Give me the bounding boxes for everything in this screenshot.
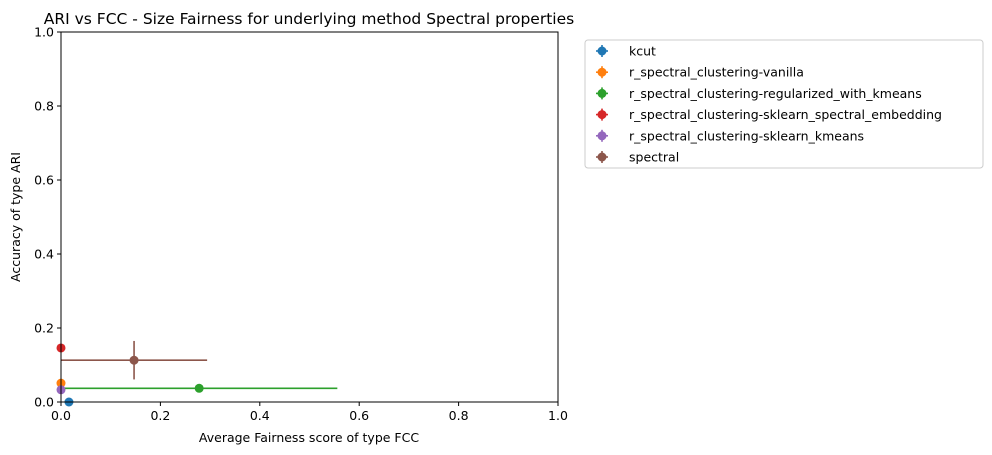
legend-marker bbox=[597, 131, 607, 141]
legend-item: spectral bbox=[596, 150, 679, 165]
y-tick-label: 0.0 bbox=[34, 395, 54, 410]
y-axis: 0.0 0.2 0.4 0.6 0.8 1.0 bbox=[34, 25, 61, 410]
x-tick-label: 0.2 bbox=[150, 408, 170, 423]
x-tick-label: 0.0 bbox=[51, 408, 71, 423]
x-tick-label: 1.0 bbox=[548, 408, 568, 423]
x-axis-label: Average Fairness score of type FCC bbox=[199, 430, 419, 445]
legend-label: kcut bbox=[629, 44, 656, 59]
plot-layer bbox=[56, 340, 338, 407]
y-tick-label: 0.8 bbox=[34, 99, 54, 114]
plot-frame bbox=[60, 31, 559, 403]
y-tick-label: 0.2 bbox=[34, 321, 54, 336]
legend-marker bbox=[597, 88, 607, 98]
legend-marker bbox=[597, 152, 607, 162]
legend-label: r_spectral_clustering-sklearn_kmeans bbox=[629, 128, 864, 143]
y-tick-label: 1.0 bbox=[34, 25, 54, 40]
y-axis-label: Accuracy of type ARI bbox=[8, 152, 23, 282]
legend: kcut r_spectral_clustering-vanilla r_spect… bbox=[584, 39, 984, 169]
legend-label: r_spectral_clustering-regularized_with_k… bbox=[629, 86, 922, 101]
legend-item: r_spectral_clustering-vanilla bbox=[596, 65, 804, 80]
legend-item: r_spectral_clustering-regularized_with_k… bbox=[596, 86, 922, 101]
x-tick-label: 0.8 bbox=[449, 408, 469, 423]
chart-title: ARI vs FCC - Size Fairness for underlyin… bbox=[44, 10, 574, 28]
x-tick-label: 0.6 bbox=[349, 408, 369, 423]
series-spectral bbox=[61, 340, 208, 380]
legend-item: r_spectral_clustering-sklearn_kmeans bbox=[596, 128, 864, 143]
x-axis: 0.0 0.2 0.4 0.6 0.8 1.0 bbox=[51, 402, 568, 423]
data-point bbox=[129, 355, 139, 365]
data-point bbox=[194, 383, 204, 393]
legend-label: r_spectral_clustering-vanilla bbox=[629, 65, 804, 80]
x-tick-label: 0.4 bbox=[250, 408, 270, 423]
legend-label: spectral bbox=[629, 150, 679, 165]
legend-marker bbox=[597, 46, 607, 56]
series-r_spectral_clustering-regularized_with_kmeans bbox=[61, 383, 338, 393]
legend-items: kcut r_spectral_clustering-vanilla r_spect… bbox=[596, 44, 942, 165]
legend-label: r_spectral_clustering-sklearn_spectral_e… bbox=[629, 107, 942, 122]
legend-marker bbox=[597, 110, 607, 120]
legend-frame bbox=[584, 39, 984, 169]
legend-item: r_spectral_clustering-sklearn_spectral_e… bbox=[596, 107, 942, 122]
legend-item: kcut bbox=[596, 44, 656, 59]
y-tick-label: 0.4 bbox=[34, 247, 54, 262]
y-tick-label: 0.6 bbox=[34, 173, 54, 188]
legend-marker bbox=[597, 67, 607, 77]
